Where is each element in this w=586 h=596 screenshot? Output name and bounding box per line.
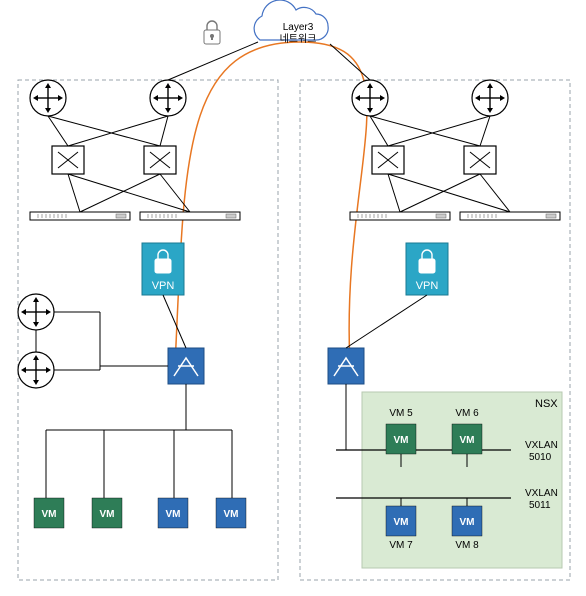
logical-switch-icon <box>328 348 364 384</box>
vm-icon: VM <box>386 506 416 536</box>
vxlan-label: VXLAN <box>525 488 558 499</box>
switch-icon <box>52 146 84 174</box>
vm-label: VM <box>100 509 115 520</box>
server-icon <box>30 212 130 220</box>
vm-label: VM <box>394 435 409 446</box>
vxlan-label: VXLAN <box>525 440 558 451</box>
vm-label: VM <box>394 517 409 528</box>
vxlan-id: 5010 <box>529 452 552 463</box>
vm-icon: VM <box>34 498 64 528</box>
vm-label: VM <box>460 435 475 446</box>
vm-name: VM 6 <box>455 408 479 419</box>
vpn-tunnel <box>175 42 367 365</box>
cloud-icon: Layer3네트워크 <box>254 0 328 45</box>
server-icon <box>350 212 450 220</box>
switch-icon <box>464 146 496 174</box>
vm-name: VM 8 <box>455 540 479 551</box>
vxlan-id: 5011 <box>529 500 551 511</box>
router-icon <box>150 80 186 116</box>
vm-label: VM <box>42 509 57 520</box>
vm-icon: VM <box>92 498 122 528</box>
lock-icon <box>204 21 220 44</box>
vm-icon: VM <box>452 424 482 454</box>
vm-icon: VM <box>216 498 246 528</box>
vm-name: VM 5 <box>389 408 413 419</box>
vm-label: VM <box>166 509 181 520</box>
router-icon <box>30 80 66 116</box>
vm-icon: VM <box>386 424 416 454</box>
router-icon <box>18 294 54 330</box>
router-icon <box>352 80 388 116</box>
server-icon <box>460 212 560 220</box>
logical-switch-icon <box>168 348 204 384</box>
vm-icon: VM <box>158 498 188 528</box>
vpn-label: VPN <box>416 280 439 292</box>
switch-icon <box>372 146 404 174</box>
nsx-label: NSX <box>535 398 558 410</box>
vm-name: VM 7 <box>389 540 413 551</box>
cloud-label: Layer3 <box>283 22 314 33</box>
router-icon <box>472 80 508 116</box>
vm-icon: VM <box>452 506 482 536</box>
vpn-label: VPN <box>152 280 175 292</box>
router-icon <box>18 352 54 388</box>
server-icon <box>140 212 240 220</box>
switch-icon <box>144 146 176 174</box>
vm-label: VM <box>460 517 475 528</box>
cloud-sublabel: 네트워크 <box>280 32 317 45</box>
vm-label: VM <box>224 509 239 520</box>
